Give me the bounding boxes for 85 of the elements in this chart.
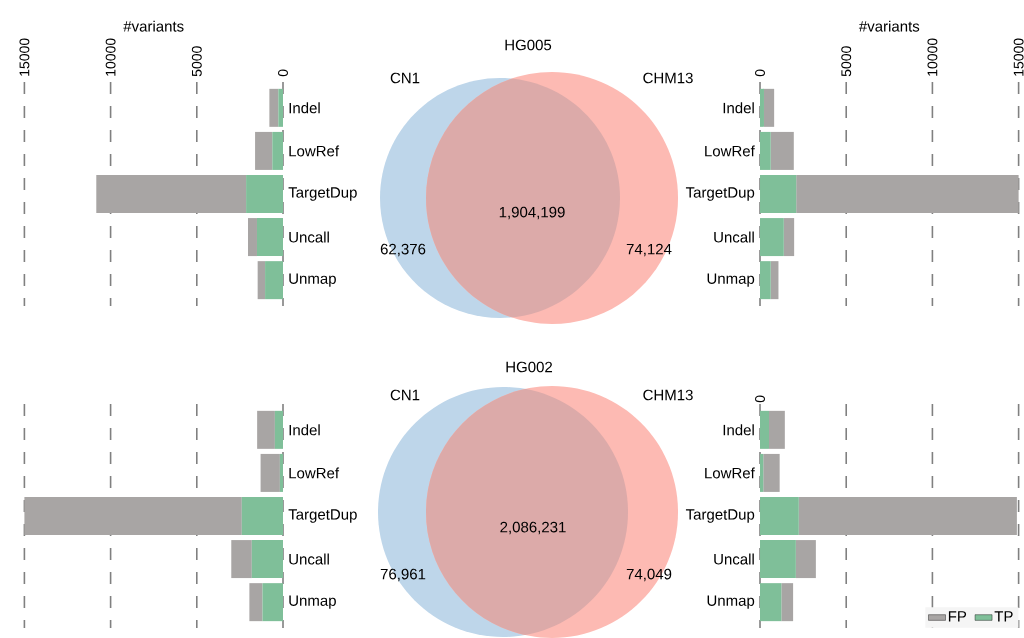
bar [262,583,283,622]
bar [760,453,764,492]
y-tick-label: Indel [723,424,754,436]
y-tick-label: LowRef [289,145,340,157]
bar [781,583,794,622]
text: 2,086,231 [500,521,566,535]
category-label: CHM13 [643,72,693,84]
bar [760,175,797,213]
category-label: CN1 [390,72,420,84]
text: 74,049 [626,568,672,582]
bar [760,261,771,300]
bar [256,218,283,257]
y-tick-label: Uncall [289,553,329,565]
x-tick-label: 10000 [927,38,938,76]
y-tick-label: TargetDup [288,187,357,201]
bar [760,88,764,127]
y-tick-label: Unmap [289,273,336,287]
text: 0 [755,395,765,403]
x-tick-label: 15000 [19,38,30,76]
y-tick-label: Indel [289,102,320,114]
legend-label: TP [994,611,1013,622]
bar [231,540,252,579]
text: 76,961 [380,568,426,582]
y-tick-label: TargetDup [685,509,755,523]
bar [260,453,280,492]
bar [269,88,279,127]
text: HG002 [506,361,553,373]
x-tick-label: 0 [278,69,288,77]
category-label: CN1 [390,389,420,401]
bar [251,540,283,579]
bar [760,583,782,622]
bar [249,583,263,622]
bar [763,453,780,492]
y-tick-label: TargetDup [685,187,755,201]
bar [760,131,771,170]
x-axis-title: #variants [123,20,184,32]
y-tick-label: LowRef [289,467,340,479]
bar [768,410,785,449]
text: 1,904,199 [499,206,565,220]
y-tick-label: Indel [723,102,754,114]
bar [760,497,799,535]
bar [783,218,795,257]
y-tick-label: LowRef [705,467,755,479]
x-tick-label: 0 [755,69,765,77]
bar [798,497,1017,535]
bar [760,410,769,449]
y-tick-label: Uncall [714,231,754,243]
bar [770,131,794,170]
legend-label: FP [948,611,967,622]
bar [279,453,283,492]
bar [255,131,273,170]
bar [770,261,779,300]
bar [760,540,796,579]
bar [274,410,283,449]
bar [796,175,1019,213]
bar [257,261,266,300]
bar [248,218,257,257]
bar [246,175,283,213]
bar [763,88,775,127]
bar [265,261,283,300]
bar [257,410,275,449]
y-tick-label: Unmap [707,273,755,287]
bar [760,218,784,257]
x-tick-label: 15000 [1013,38,1024,76]
bar [241,497,283,535]
x-axis-title: #variants [858,20,920,32]
bar [96,175,247,213]
y-tick-label: Uncall [714,553,754,565]
x-tick-label: 10000 [105,38,116,76]
y-tick-label: LowRef [705,145,755,157]
x-tick-label: 5000 [841,46,852,77]
y-tick-label: TargetDup [288,509,357,523]
y-tick-label: Uncall [289,231,329,243]
bar [24,497,242,535]
y-tick-label: Unmap [289,595,336,609]
x-tick-label: 5000 [191,46,202,77]
bar [278,88,283,127]
text: 74,124 [626,243,672,257]
bar [795,540,816,579]
y-tick-label: Unmap [707,595,755,609]
text: HG005 [505,39,552,51]
y-tick-label: Indel [289,424,320,436]
category-label: CHM13 [643,389,693,401]
bar [272,131,283,170]
text: 62,376 [380,243,426,257]
